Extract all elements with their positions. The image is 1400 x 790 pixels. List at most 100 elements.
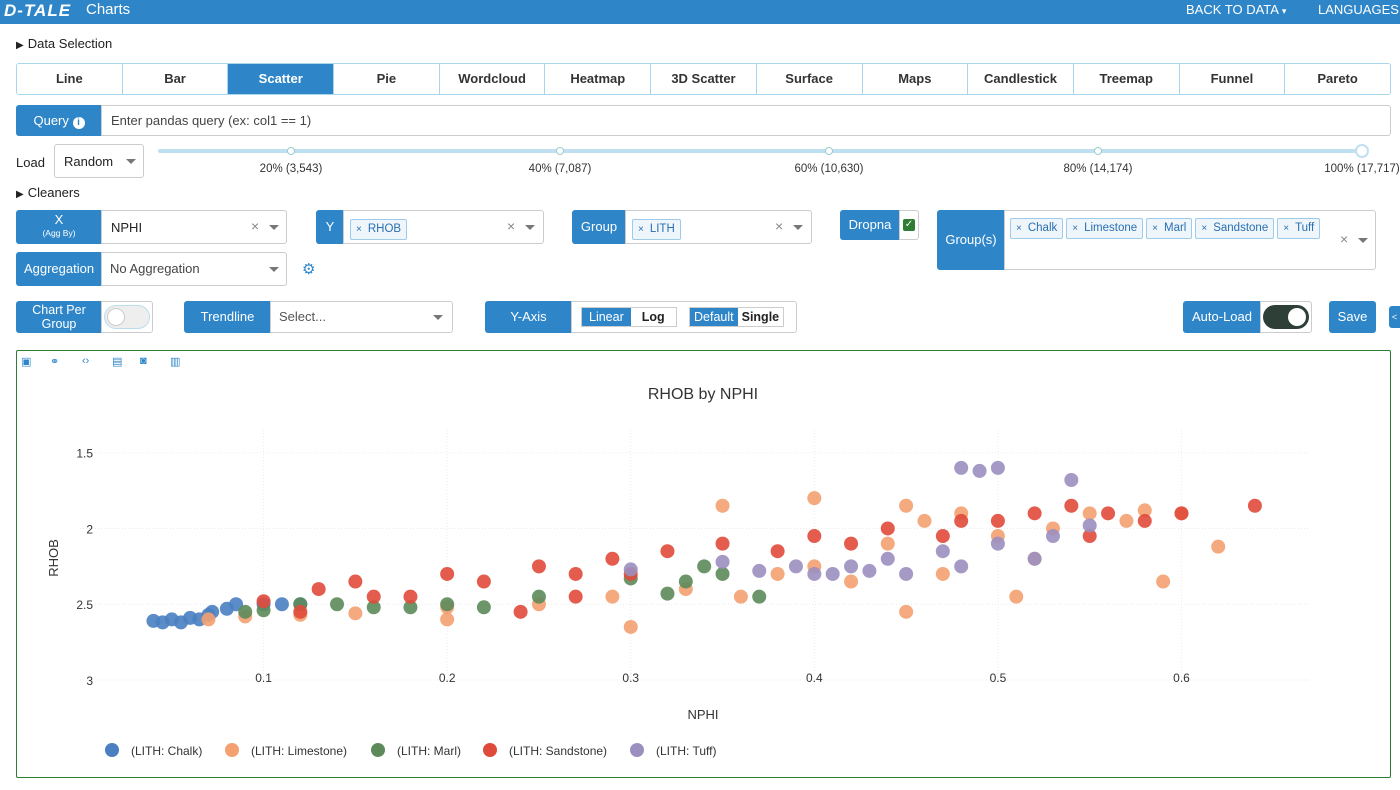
x-sublabel: (Agg By) bbox=[42, 228, 76, 238]
load-slider-handle[interactable] bbox=[1355, 144, 1369, 158]
group-label: Group bbox=[572, 210, 626, 244]
load-slider-tick-label: 20% (3,543) bbox=[259, 163, 323, 175]
app-logo: D-TALE bbox=[4, 1, 72, 20]
tab-funnel[interactable]: Funnel bbox=[1179, 64, 1286, 94]
gear-icon[interactable]: ⚙ bbox=[302, 261, 316, 278]
load-slider-tick-label: 80% (14,174) bbox=[1063, 163, 1133, 175]
y-axis-linear-button[interactable]: Linear bbox=[582, 308, 631, 326]
aggregation-select[interactable]: No Aggregation bbox=[101, 252, 287, 286]
trendline-label: Trendline bbox=[184, 301, 271, 333]
data-selection-toggle[interactable]: ▶ Data Selection bbox=[16, 36, 112, 51]
chevron-down-icon bbox=[793, 225, 803, 230]
dropna-checkbox[interactable]: ✓ bbox=[903, 219, 915, 231]
load-value: Random bbox=[64, 154, 114, 169]
caret-right-icon: ▶ bbox=[16, 189, 24, 200]
clear-icon[interactable]: × bbox=[1340, 231, 1349, 247]
load-slider-tick-label: 40% (7,087) bbox=[528, 163, 592, 175]
clear-icon[interactable]: × bbox=[775, 218, 784, 234]
tab-bar[interactable]: Bar bbox=[122, 64, 229, 94]
groups-chip-label: Sandstone bbox=[1213, 222, 1269, 234]
groups-label: Group(s) bbox=[937, 210, 1005, 270]
groups-chip[interactable]: × Tuff bbox=[1277, 218, 1321, 239]
x-label: X bbox=[54, 212, 64, 227]
load-slider-tick[interactable] bbox=[1094, 147, 1102, 155]
auto-load-toggle[interactable] bbox=[1263, 305, 1309, 329]
tab-pareto[interactable]: Pareto bbox=[1285, 64, 1390, 94]
tab-pie[interactable]: Pie bbox=[334, 64, 440, 94]
tab-maps[interactable]: Maps bbox=[862, 64, 969, 94]
tab-wordcloud[interactable]: Wordcloud bbox=[439, 64, 546, 94]
tab-heatmap[interactable]: Heatmap bbox=[545, 64, 652, 94]
groups-chip[interactable]: × Limestone bbox=[1066, 218, 1144, 239]
y-chip[interactable]: × RHOB bbox=[350, 219, 408, 240]
load-slider-tick[interactable] bbox=[287, 147, 295, 155]
load-slider-tick[interactable] bbox=[825, 147, 833, 155]
groups-select[interactable]: × Chalk × Limestone × Marl × Sandstone × Tuff × bbox=[1004, 210, 1376, 270]
back-to-data-label: BACK TO DATA bbox=[1186, 2, 1279, 17]
load-select[interactable]: Random bbox=[54, 144, 144, 178]
tab-3d-scatter[interactable]: 3D Scatter bbox=[651, 64, 757, 94]
groups-chip-list: × Chalk × Limestone × Marl × Sandstone × Tuff bbox=[1010, 216, 1335, 239]
groups-chip[interactable]: × Sandstone bbox=[1195, 218, 1275, 239]
tab-treemap[interactable]: Treemap bbox=[1073, 64, 1180, 94]
x-select[interactable]: NPHI × bbox=[101, 210, 287, 244]
info-icon[interactable]: i bbox=[72, 117, 85, 129]
export-file-icon[interactable]: ▤ bbox=[112, 356, 123, 368]
link-icon[interactable]: ⚭ bbox=[50, 356, 60, 368]
y-axis-single-button[interactable]: Single bbox=[741, 310, 780, 324]
groups-chip[interactable]: × Marl bbox=[1146, 218, 1193, 239]
languages-menu[interactable]: LANGUAGES bbox=[1318, 2, 1399, 17]
chevron-down-icon bbox=[269, 267, 279, 272]
tab-surface[interactable]: Surface bbox=[756, 64, 863, 94]
chevron-down-icon: ▾ bbox=[1281, 6, 1287, 16]
y-axis-default-button[interactable]: Default bbox=[690, 308, 738, 326]
auto-load-label: Auto-Load bbox=[1183, 301, 1261, 333]
remove-chip-icon[interactable]: × bbox=[356, 224, 362, 235]
trendline-select[interactable]: Select... bbox=[270, 301, 453, 333]
back-to-data-link[interactable]: BACK TO DATA ▾ bbox=[1186, 2, 1286, 19]
y-axis-label: Y-Axis bbox=[485, 301, 572, 333]
load-slider-tick-label: 60% (10,630) bbox=[794, 163, 864, 175]
y-axis-mode-group: Default Single bbox=[689, 307, 785, 327]
x-label-box: X (Agg By) bbox=[16, 210, 102, 244]
chart-per-group-toggle[interactable] bbox=[104, 305, 150, 329]
clear-icon[interactable]: × bbox=[251, 218, 260, 234]
y-label: Y bbox=[316, 210, 344, 244]
code-export-icon[interactable]: < bbox=[1389, 306, 1400, 328]
load-slider-track[interactable] bbox=[158, 149, 1368, 153]
auto-load-toggle-box bbox=[1260, 301, 1312, 333]
group-select[interactable]: × LITH × bbox=[625, 210, 812, 244]
groups-chip[interactable]: × Chalk bbox=[1010, 218, 1064, 239]
tab-line[interactable]: Line bbox=[17, 64, 123, 94]
y-axis-log-button[interactable]: Log bbox=[641, 310, 665, 324]
aggregation-label: Aggregation bbox=[16, 252, 102, 286]
groups-chip-label: Limestone bbox=[1084, 222, 1138, 234]
groups-chip-label: Chalk bbox=[1027, 222, 1058, 234]
remove-chip-icon[interactable]: × bbox=[1072, 223, 1079, 234]
csv-export-icon[interactable]: ▥ bbox=[170, 356, 181, 368]
caret-right-icon: ▶ bbox=[16, 40, 24, 51]
remove-chip-icon[interactable]: × bbox=[1283, 223, 1290, 234]
remove-chip-icon[interactable]: × bbox=[638, 224, 644, 235]
remove-chip-icon[interactable]: × bbox=[1016, 223, 1022, 234]
y-select[interactable]: × RHOB × bbox=[343, 210, 544, 244]
groups-chip-label: Tuff bbox=[1295, 222, 1315, 234]
group-chip[interactable]: × LITH bbox=[632, 219, 681, 240]
code-icon[interactable]: ‹› bbox=[82, 355, 90, 367]
query-input[interactable]: Enter pandas query (ex: col1 == 1) bbox=[101, 105, 1391, 136]
camera-icon[interactable]: ◙ bbox=[140, 355, 147, 367]
save-button[interactable]: Save bbox=[1329, 301, 1376, 333]
dropna-checkbox-box: ✓ bbox=[899, 210, 919, 240]
group-chip-label: LITH bbox=[649, 223, 675, 235]
copy-icon[interactable]: ▣ bbox=[21, 356, 32, 368]
clear-icon[interactable]: × bbox=[507, 218, 516, 234]
tab-scatter[interactable]: Scatter bbox=[228, 64, 335, 94]
chevron-down-icon bbox=[525, 225, 535, 230]
remove-chip-icon[interactable]: × bbox=[1201, 223, 1208, 234]
load-slider-tick[interactable] bbox=[556, 147, 564, 155]
groups-chip-label: Marl bbox=[1164, 222, 1187, 234]
cleaners-toggle[interactable]: ▶ Cleaners bbox=[16, 185, 80, 200]
chevron-down-icon bbox=[126, 159, 136, 164]
remove-chip-icon[interactable]: × bbox=[1152, 223, 1158, 234]
tab-candlestick[interactable]: Candlestick bbox=[968, 64, 1074, 94]
